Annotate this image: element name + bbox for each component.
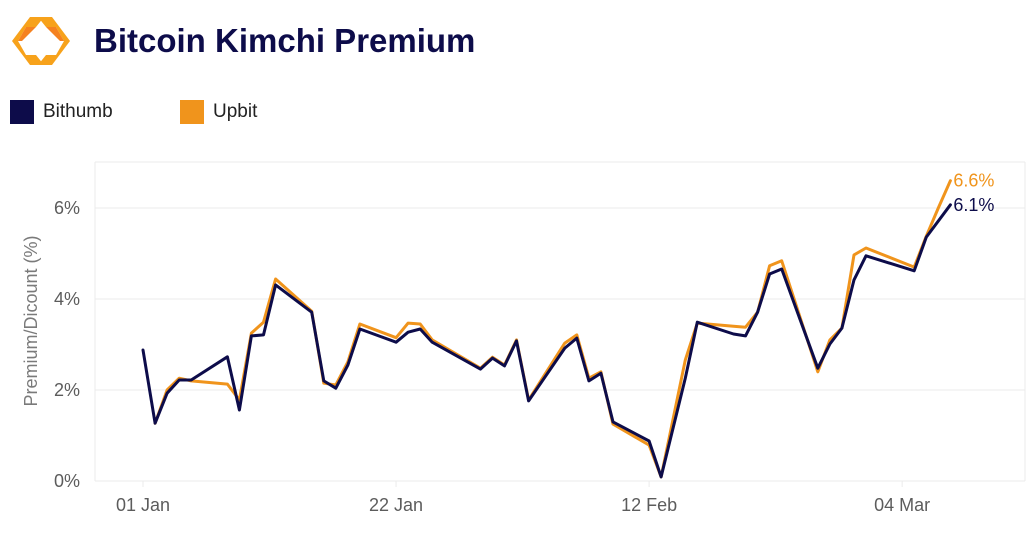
x-tick-label: 12 Feb	[621, 495, 677, 515]
end-label-upbit: 6.6%	[953, 171, 994, 191]
series-line-upbit[interactable]	[153, 179, 952, 479]
x-tick-label: 22 Jan	[369, 495, 423, 515]
x-axis: 01 Jan 22 Jan 12 Feb 04 Mar	[116, 495, 930, 515]
y-tick-label: 6%	[54, 198, 80, 218]
x-tick-label: 01 Jan	[116, 495, 170, 515]
chart-lines	[141, 179, 952, 479]
y-tick-label: 0%	[54, 471, 80, 491]
legend-swatch-upbit	[180, 100, 204, 124]
page-title: Bitcoin Kimchi Premium	[94, 22, 476, 59]
chart-grid	[94, 161, 1026, 487]
y-axis-label: Premium/Dicount (%)	[21, 235, 41, 406]
x-tick-label: 04 Mar	[874, 495, 930, 515]
legend-swatch-bithumb	[10, 100, 34, 124]
legend-item-upbit[interactable]: Upbit	[180, 100, 257, 124]
legend-label-upbit: Upbit	[213, 101, 258, 122]
y-axis: 0% 2% 4% 6%	[54, 198, 80, 491]
series-line-bithumb[interactable]	[141, 203, 952, 479]
end-label-bithumb: 6.1%	[953, 195, 994, 215]
y-tick-label: 2%	[54, 380, 80, 400]
y-tick-label: 4%	[54, 289, 80, 309]
legend-label-bithumb: Bithumb	[43, 101, 113, 122]
logo-icon	[12, 17, 70, 65]
end-labels: 6.1% 6.6%	[953, 171, 994, 215]
legend-item-bithumb[interactable]: Bithumb	[10, 100, 113, 124]
